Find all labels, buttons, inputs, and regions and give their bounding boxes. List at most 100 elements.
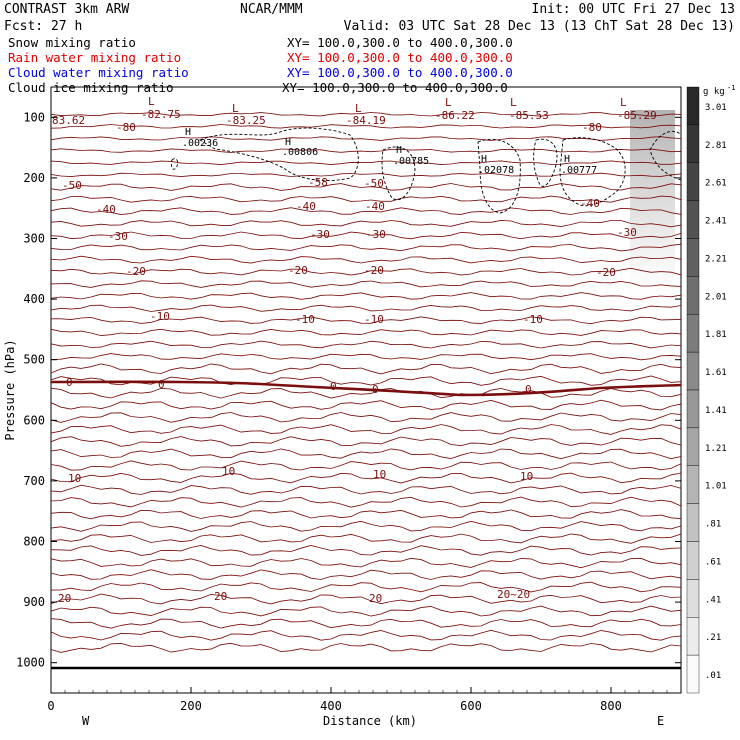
- colorbar-unit: g kg: [703, 87, 725, 97]
- colorbar-cell: [686, 579, 700, 618]
- colorbar-label-14: .21: [705, 633, 721, 643]
- high-value-4: .02078: [478, 165, 514, 176]
- colorbar-cell: [686, 465, 700, 504]
- colorbar-cell: [686, 427, 700, 466]
- isotherm-line: [50, 148, 682, 153]
- y-tick-label-6: 700: [23, 474, 45, 488]
- y-axis-title: Pressure (hPa): [3, 339, 17, 440]
- tlabel-0-c: 0: [330, 380, 337, 393]
- legend-xs-2: XY= 100.0,300.0 to 400.0,300.0: [287, 65, 513, 80]
- tlabel-m30-d: -30: [617, 226, 637, 239]
- isotherm-line: [51, 316, 682, 325]
- low-value-edge: 83.62: [52, 114, 85, 127]
- tlabel-0-a: 0: [66, 376, 73, 389]
- low-mark-3: L: [355, 102, 362, 115]
- high-value-5: .00777: [561, 165, 597, 176]
- y-tick-label-1: 200: [23, 171, 45, 185]
- isotherm-line: [50, 124, 682, 129]
- ice-contour-3: [477, 138, 521, 214]
- high-markers: H .00236 H .00806 H .00785 H .02078 H .0…: [182, 127, 597, 176]
- header-valid: Valid: 03 UTC Sat 28 Dec 13 (13 ChT Sat …: [344, 19, 735, 34]
- colorbar-cell: [686, 86, 700, 126]
- isotherm-line: [50, 533, 682, 544]
- x-axis-title: Distance (km): [323, 714, 417, 728]
- isotherm-line: [50, 353, 682, 361]
- tlabel-m20-b: -20: [288, 264, 308, 277]
- high-mark-3: H: [396, 145, 402, 156]
- header-fcst: Fcst: 27 h: [4, 19, 82, 34]
- y-tick-label-8: 900: [23, 595, 45, 609]
- tlabel-20-d: 20~20: [497, 588, 530, 601]
- tlabel-m50-a: -50: [62, 179, 82, 192]
- y-tick-label-3: 400: [23, 292, 45, 306]
- colorbar-label-2: 2.61: [705, 179, 727, 189]
- colorbar: 3.01 2.81 2.61 2.41 2.21 2.01 1.81 1.61 1.41 1.21…: [686, 86, 727, 694]
- colorbar-label-11: .81: [705, 520, 721, 530]
- tlabel-m40-a: -40: [96, 203, 116, 216]
- y-tick-label-4: 500: [23, 353, 45, 367]
- tlabel-m10-c: -10: [364, 313, 384, 326]
- header-init: Init: 00 UTC Fri 27 Dec 13: [532, 2, 736, 17]
- colorbar-cell: [686, 124, 700, 163]
- isotherm-line: [50, 387, 682, 399]
- isotherm-line: [50, 160, 682, 166]
- legend-xs-0: XY= 100.0,300.0 to 400.0,300.0: [287, 35, 513, 50]
- tlabel-20-a: 20: [58, 592, 71, 605]
- isotherm-lines: [50, 112, 682, 653]
- tlabel-m10-a: -10: [150, 310, 170, 323]
- low-mark-4: L: [445, 96, 452, 109]
- colorbar-unit-exponent: -1: [727, 84, 735, 92]
- y-tick-label-2: 300: [23, 232, 45, 246]
- header-center: NCAR/MMM: [240, 2, 303, 17]
- tlabel-m40-d: -40: [580, 197, 600, 210]
- isotherm-line: [50, 618, 682, 629]
- tlabel-10-c: 10: [373, 468, 386, 481]
- y-tick-label-7: 800: [23, 535, 45, 549]
- tlabel-m20-c: -20: [364, 264, 384, 277]
- tlabel-m10-d: -10: [523, 313, 543, 326]
- isotherm-line: [50, 267, 682, 276]
- low-value-4: -86.22: [435, 109, 475, 122]
- colorbar-label-15: .01: [705, 671, 721, 681]
- colorbar-cell: [686, 541, 700, 580]
- isotherm-line: [50, 496, 682, 508]
- low-value-1: -82.75: [141, 108, 181, 121]
- low-value-6: -85.29: [617, 109, 657, 122]
- low-value-5: -85.53: [509, 109, 549, 122]
- ice-contour-2: [381, 146, 416, 201]
- isotherm-line: [50, 136, 682, 141]
- isotherm-line: [50, 172, 682, 178]
- isotherm-line: [50, 593, 682, 605]
- isotherm-line: [50, 280, 682, 288]
- tlabel-m20-a: -20: [126, 265, 146, 278]
- legend-xs-1: XY= 100.0,300.0 to 400.0,300.0: [287, 50, 513, 65]
- ice-contour-5: [559, 137, 626, 207]
- isotherm-line: [50, 363, 682, 375]
- x-axis-east-label: E: [657, 714, 664, 728]
- legend-name-0: Snow mixing ratio: [8, 35, 136, 50]
- x-tick-label-4: 800: [600, 699, 622, 713]
- colorbar-cell: [686, 351, 700, 391]
- colorbar-cell: [686, 162, 700, 201]
- isotherm-line: [50, 472, 682, 484]
- low-value-2: -83.25: [226, 114, 266, 127]
- header-left-title: CONTRAST 3km ARW: [4, 2, 129, 17]
- tlabel-m30-b: -30: [310, 228, 330, 241]
- isotherm-line: [50, 424, 682, 435]
- isotherm-line: [50, 195, 682, 203]
- isotherm-line: [50, 304, 682, 312]
- x-axis: 0 200 400 600 800: [47, 687, 668, 713]
- x-tick-label-1: 200: [180, 699, 202, 713]
- isotherm-line: [50, 605, 682, 617]
- tlabel-10-b: 10: [222, 465, 235, 478]
- high-mark-4: H: [481, 154, 487, 165]
- legend-name-2: Cloud water mixing ratio: [8, 65, 189, 80]
- tlabel-10-a: 10: [68, 472, 81, 485]
- low-mark-6: L: [620, 96, 627, 109]
- isotherm-line: [50, 569, 682, 580]
- ice-contour-4: [533, 138, 558, 187]
- low-value-3: -84.19: [346, 114, 386, 127]
- colorbar-cell: [686, 617, 700, 656]
- y-tick-label-5: 600: [23, 413, 45, 427]
